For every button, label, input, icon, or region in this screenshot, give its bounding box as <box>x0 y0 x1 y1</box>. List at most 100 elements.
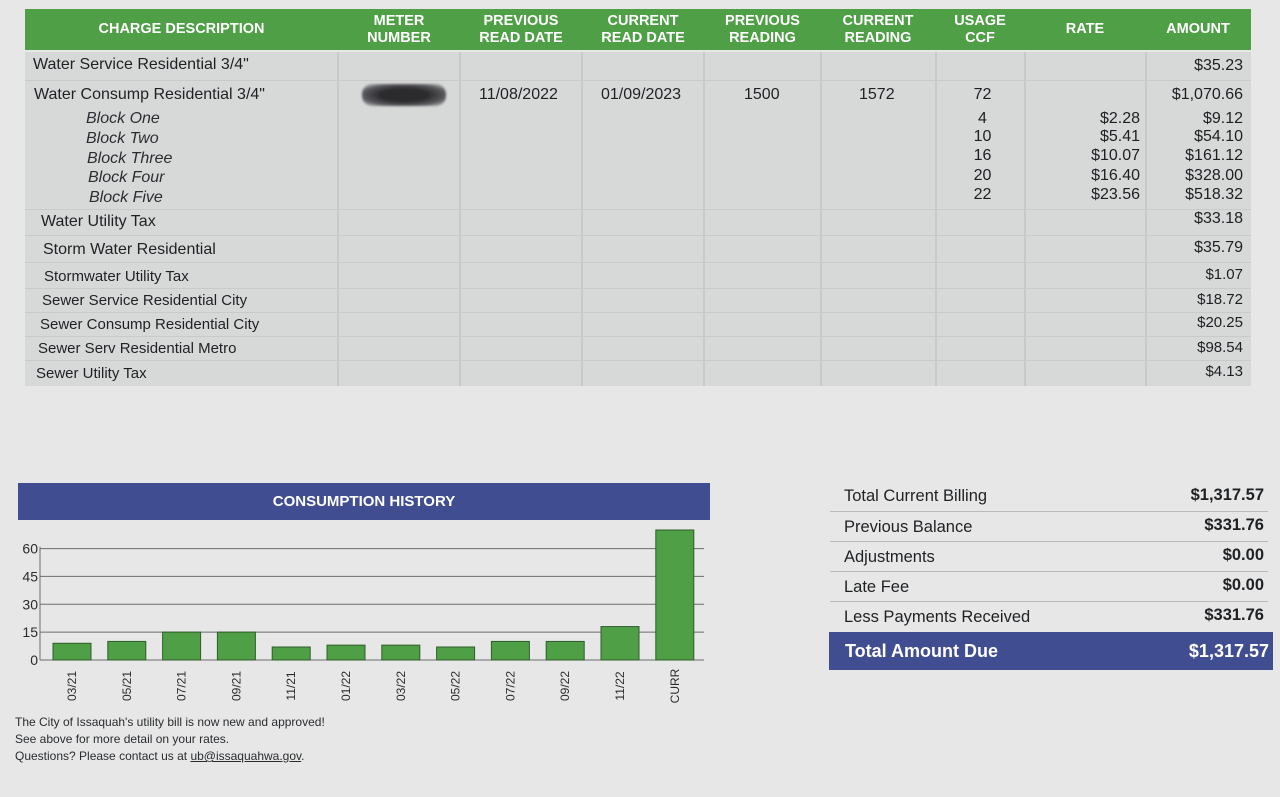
charge-description: Water Service Residential 3/4" <box>33 56 249 73</box>
block-usage: 20 <box>973 167 992 184</box>
consumption-bar <box>52 642 92 661</box>
x-tick-label: 03/21 <box>65 671 79 701</box>
note-contact: Questions? Please contact us at ub@issaq… <box>15 749 304 763</box>
x-tick-label: 07/22 <box>503 671 517 701</box>
column-divider <box>581 52 583 386</box>
consumption-bar <box>436 646 476 661</box>
previous-read-date: 11/08/2022 <box>479 86 558 103</box>
charge-amount: $33.18 <box>1194 210 1243 227</box>
consumption-bar <box>600 626 640 661</box>
summary-value: $1,317.57 <box>1190 486 1264 504</box>
block-rate: $23.56 <box>1091 186 1140 203</box>
charge-amount: $35.79 <box>1194 239 1243 256</box>
charge-description: Sewer Service Residential City <box>42 292 248 309</box>
header-previous-reading: PREVIOUS READING <box>725 12 800 46</box>
block-description: Block Five <box>89 189 163 206</box>
y-tick-label: 15 <box>22 624 38 640</box>
consumption-bar <box>107 640 147 661</box>
note-contact-suffix: . <box>301 749 305 763</box>
charge-amount: $35.23 <box>1194 57 1243 74</box>
charge-amount: $1.07 <box>1205 266 1243 283</box>
block-description: Block Two <box>86 130 159 147</box>
consumption-history-chart: 0 15 30 45 60 03/21 05/21 07/21 09/21 11/21 01/22 0… <box>22 529 704 703</box>
summary-value: $0.00 <box>1222 546 1264 564</box>
block-rate: $2.28 <box>1099 110 1140 127</box>
block-usage: 16 <box>973 147 992 164</box>
charge-amount: $98.54 <box>1197 339 1243 356</box>
x-tick-label: 09/22 <box>558 671 572 701</box>
current-read-date: 01/09/2023 <box>601 86 682 103</box>
consumption-bar <box>655 529 695 661</box>
charges-table-header: CHARGE DESCRIPTION METER NUMBER PREVIOUS… <box>25 9 1251 50</box>
row-divider <box>25 288 1251 289</box>
note-line: See above for more detail on your rates. <box>15 732 230 746</box>
x-tick-label: 05/22 <box>449 671 463 701</box>
summary-value: $331.76 <box>1204 516 1264 534</box>
note-contact-prefix: Questions? Please contact us at <box>15 749 191 763</box>
consumption-history-title: CONSUMPTION HISTORY <box>18 483 710 520</box>
x-tick-label: 09/21 <box>229 671 243 701</box>
summary-divider <box>830 601 1268 602</box>
column-divider <box>459 52 461 386</box>
header-current-reading: CURRENT READING <box>842 12 914 46</box>
block-amount: $161.12 <box>1185 147 1243 164</box>
column-divider <box>703 52 705 386</box>
x-tick-label: CURR <box>668 668 682 703</box>
summary-label: Previous Balance <box>844 518 973 536</box>
x-tick-label: 03/22 <box>394 671 408 701</box>
consumption-bar <box>545 640 585 661</box>
block-amount: $518.32 <box>1185 186 1243 203</box>
x-tick-label: 11/21 <box>284 671 298 700</box>
charge-description: Storm Water Residential <box>43 241 216 258</box>
row-divider <box>25 312 1251 313</box>
block-description: Block Three <box>87 150 173 167</box>
row-divider <box>25 209 1251 210</box>
block-description: Block One <box>86 110 160 127</box>
header-meter-number: METER NUMBER <box>367 12 431 46</box>
block-rate: $16.40 <box>1091 167 1140 184</box>
total-amount-due-bar: Total Amount Due $1,317.57 <box>829 632 1273 670</box>
row-divider <box>25 336 1251 337</box>
contact-email-link[interactable]: ub@issaquahwa.gov <box>190 749 302 763</box>
summary-label: Late Fee <box>844 578 910 596</box>
block-usage: 4 <box>978 110 987 127</box>
total-amount-due-label: Total Amount Due <box>845 641 998 661</box>
header-usage-ccf: USAGE CCF <box>954 12 1006 46</box>
charge-description: Sewer Utility Tax <box>36 365 147 382</box>
column-divider <box>820 52 822 386</box>
header-charge-description: CHARGE DESCRIPTION <box>98 21 265 37</box>
header-amount: AMOUNT <box>1166 21 1230 37</box>
row-divider <box>25 360 1251 361</box>
block-usage: 10 <box>973 128 992 145</box>
charge-amount: $1,070.66 <box>1171 86 1243 103</box>
charge-amount: $18.72 <box>1197 291 1243 308</box>
charge-description: Water Consump Residential 3/4" <box>34 86 265 103</box>
charge-description: Sewer Consump Residential City <box>40 316 260 333</box>
charge-description: Sewer Serv Residential Metro <box>38 340 237 357</box>
summary-value: $0.00 <box>1222 576 1264 594</box>
block-amount: $54.10 <box>1194 128 1243 145</box>
column-divider <box>1145 52 1147 386</box>
y-tick-label: 60 <box>22 541 38 557</box>
row-divider <box>25 262 1251 263</box>
charge-description: Water Utility Tax <box>41 213 156 230</box>
y-tick-label: 45 <box>22 568 38 584</box>
summary-divider <box>830 571 1268 572</box>
y-tick-label: 30 <box>22 596 38 612</box>
row-divider <box>25 235 1251 236</box>
summary-divider <box>830 511 1268 512</box>
charge-description: Stormwater Utility Tax <box>44 268 189 285</box>
column-divider <box>935 52 937 386</box>
previous-reading: 1500 <box>744 86 780 103</box>
consumption-bar <box>216 631 256 661</box>
header-previous-read-date: PREVIOUS READ DATE <box>479 12 563 46</box>
summary-label: Total Current Billing <box>844 487 988 505</box>
consumption-bar <box>381 644 421 661</box>
charge-amount: $4.13 <box>1205 363 1243 380</box>
consumption-bar <box>326 644 366 661</box>
block-description: Block Four <box>88 169 165 186</box>
current-reading: 1572 <box>859 86 895 103</box>
column-divider <box>337 52 339 386</box>
consumption-bar <box>162 631 202 661</box>
x-tick-label: 01/22 <box>339 671 353 701</box>
